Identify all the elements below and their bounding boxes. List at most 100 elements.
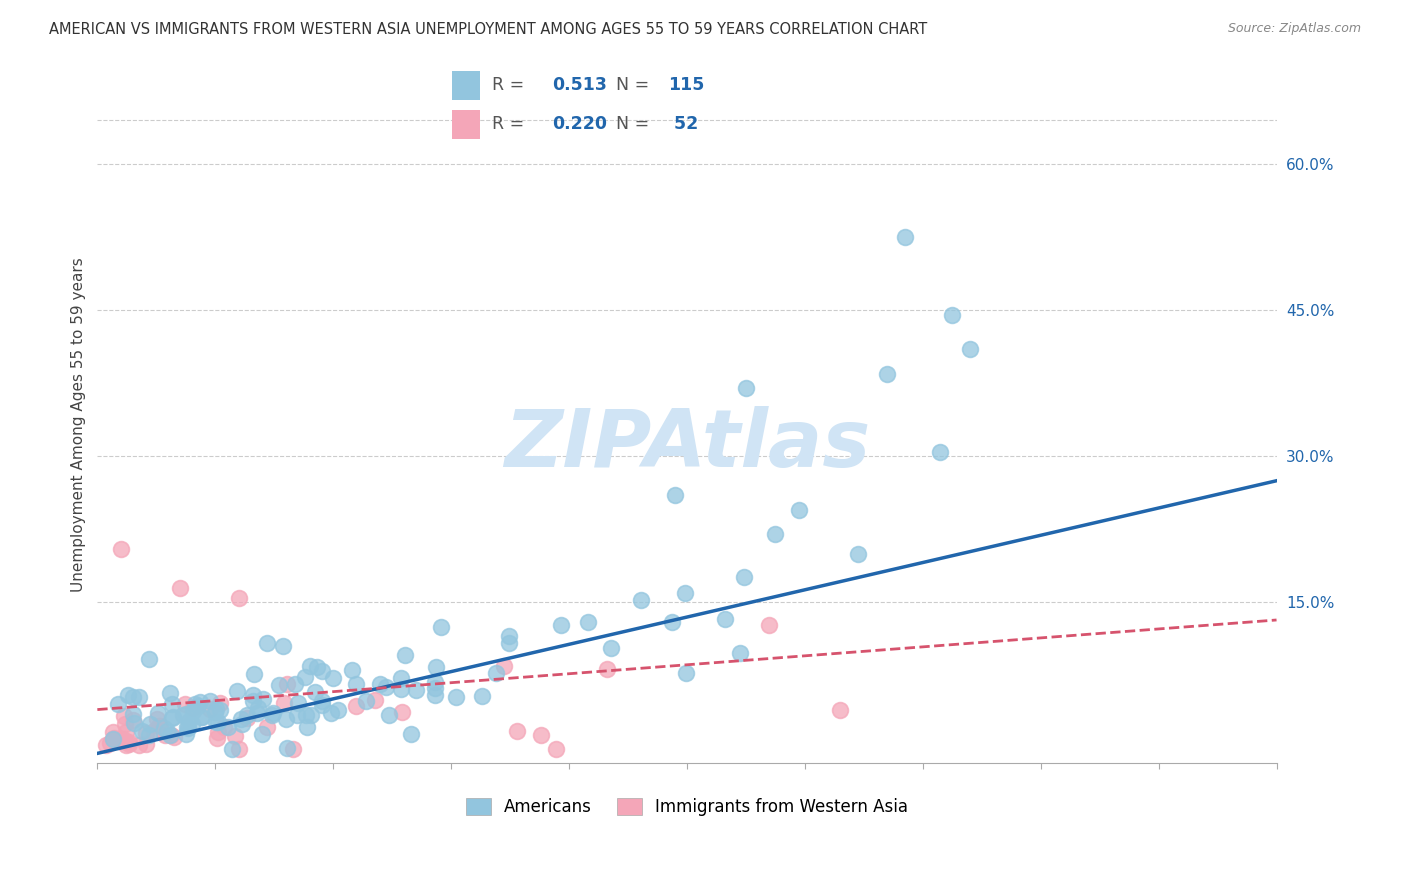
Text: ZIPAtlas: ZIPAtlas — [503, 406, 870, 484]
Point — [121, 707, 143, 722]
Point — [162, 709, 184, 723]
Point — [405, 683, 427, 698]
Y-axis label: Unemployment Among Ages 55 to 59 years: Unemployment Among Ages 55 to 59 years — [72, 258, 86, 592]
Point — [153, 728, 176, 742]
Text: N =: N = — [616, 77, 655, 95]
Point — [596, 662, 619, 676]
Point — [344, 677, 367, 691]
Point — [252, 691, 274, 706]
Point — [212, 720, 235, 734]
Point — [176, 720, 198, 734]
Point — [894, 230, 917, 244]
Point — [122, 713, 145, 727]
Point — [118, 734, 141, 748]
Point — [229, 712, 252, 726]
Point — [103, 724, 125, 739]
Point — [159, 686, 181, 700]
Point — [188, 695, 211, 709]
Point — [236, 707, 259, 722]
Point — [242, 694, 264, 708]
Point — [529, 728, 551, 742]
Point — [311, 698, 333, 713]
Point — [191, 710, 214, 724]
Point — [498, 636, 520, 650]
Point — [423, 674, 446, 689]
Point — [181, 704, 204, 718]
Point — [399, 727, 422, 741]
Text: 0.220: 0.220 — [553, 115, 607, 133]
Bar — [451, 110, 481, 139]
Point — [271, 639, 294, 653]
Point — [146, 706, 169, 720]
Point — [295, 708, 318, 723]
Point — [284, 677, 307, 691]
Point — [112, 733, 135, 747]
Point — [207, 731, 229, 746]
Point — [118, 738, 141, 752]
Point — [322, 671, 344, 685]
Point — [294, 670, 316, 684]
Point — [600, 640, 623, 655]
Point — [117, 688, 139, 702]
Point — [128, 690, 150, 705]
Point — [226, 684, 249, 698]
Point — [110, 541, 132, 556]
Point — [204, 705, 226, 719]
Point — [163, 731, 186, 745]
Point — [209, 697, 232, 711]
Point — [344, 698, 367, 713]
Point — [394, 648, 416, 662]
Point — [217, 719, 239, 733]
Point — [112, 731, 135, 746]
Point — [267, 677, 290, 691]
Point — [423, 681, 446, 695]
Point — [544, 741, 567, 756]
Point — [787, 503, 810, 517]
Point — [326, 703, 349, 717]
Point — [735, 381, 758, 395]
Point — [122, 690, 145, 705]
Point — [174, 698, 197, 712]
Point — [550, 618, 572, 632]
Point — [242, 689, 264, 703]
Point — [959, 343, 981, 357]
Point — [138, 652, 160, 666]
Point — [148, 719, 170, 733]
Point — [287, 696, 309, 710]
Point — [630, 592, 652, 607]
Point — [246, 706, 269, 720]
Point — [276, 741, 298, 756]
Point — [311, 665, 333, 679]
Point — [763, 527, 786, 541]
Point — [228, 591, 250, 605]
Point — [391, 705, 413, 719]
Point — [846, 547, 869, 561]
Point — [262, 706, 284, 720]
Point — [876, 367, 898, 381]
Point — [733, 570, 755, 584]
Point — [101, 731, 124, 746]
Text: R =: R = — [492, 115, 530, 133]
Point — [160, 697, 183, 711]
Point — [107, 697, 129, 711]
Point — [181, 717, 204, 731]
Point — [169, 581, 191, 595]
Point — [354, 694, 377, 708]
Point — [115, 738, 138, 752]
Point — [675, 666, 697, 681]
Point — [446, 690, 468, 704]
Point — [281, 741, 304, 756]
Point — [311, 694, 333, 708]
Point — [181, 701, 204, 715]
Point — [114, 717, 136, 731]
Point — [375, 680, 398, 694]
Point — [138, 728, 160, 742]
Point — [221, 741, 243, 756]
Point — [235, 711, 257, 725]
Point — [143, 724, 166, 739]
Point — [115, 725, 138, 739]
Point — [276, 712, 298, 726]
Point — [664, 488, 686, 502]
Text: 115: 115 — [668, 77, 704, 95]
Text: AMERICAN VS IMMIGRANTS FROM WESTERN ASIA UNEMPLOYMENT AMONG AGES 55 TO 59 YEARS : AMERICAN VS IMMIGRANTS FROM WESTERN ASIA… — [49, 22, 928, 37]
